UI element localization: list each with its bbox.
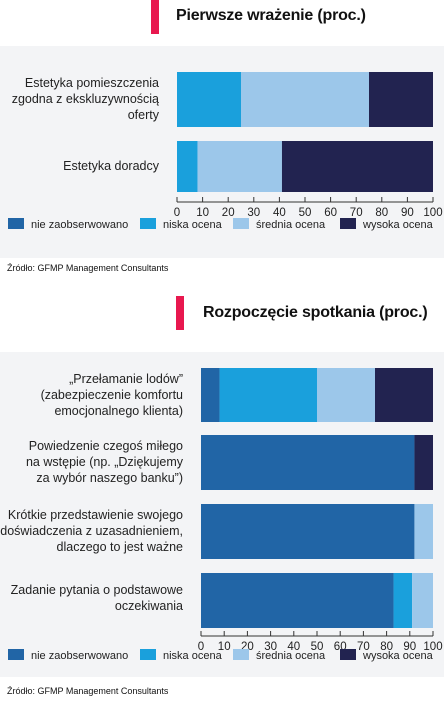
legend-swatch (340, 649, 356, 660)
category-label-line: zgodna z ekskluzywnością (11, 92, 159, 106)
source-note: Źródło: GFMP Management Consultants (7, 263, 169, 273)
x-tick-label: 20 (222, 207, 235, 219)
bar-segment (177, 141, 198, 192)
category-label-line: Estetyka pomieszczenia (24, 76, 159, 90)
legend-label: wysoka ocena (362, 219, 434, 231)
x-tick-label: 50 (311, 641, 324, 653)
legend-swatch (340, 218, 356, 229)
category-label-line: Powiedzenie czegoś miłego (28, 439, 183, 453)
accent-bar (176, 296, 184, 330)
x-tick-label: 0 (174, 207, 180, 219)
source-note: Źródło: GFMP Management Consultants (7, 686, 169, 696)
legend-label: niska ocena (163, 219, 223, 231)
category-label-line: oferty (127, 108, 159, 122)
chart-title: Rozpoczęcie spotkania (proc.) (203, 304, 428, 321)
bar-segment (281, 141, 433, 192)
category-label: Krótkie przedstawienie swojego doświadcze… (0, 507, 183, 555)
bar-segment (414, 504, 433, 559)
x-tick-label: 60 (324, 207, 337, 219)
bar-segment (241, 72, 369, 127)
legend-label: nie zaobserwowano (31, 650, 128, 662)
category-label: Estetyka doradcy (0, 158, 159, 174)
x-tick-label: 0 (198, 641, 204, 653)
x-tick-label: 90 (403, 641, 416, 653)
x-tick-label: 100 (423, 207, 442, 219)
category-label: Powiedzenie czegoś miłego na wstępie (np.… (0, 438, 183, 486)
legend-swatch (140, 649, 156, 660)
accent-bar (151, 0, 159, 34)
chart-panel-1: Pierwsze wrażenie (proc.) Estetyka pomie… (0, 0, 444, 282)
category-label-line: Zadanie pytania o podstawowe (10, 583, 183, 597)
category-label-line: doświadczenia z uzasadnieniem, (0, 524, 183, 538)
category-label-line: na wstępie (np. „Dziękujemy (25, 455, 183, 469)
chart-title: Pierwsze wrażenie (proc.) (176, 7, 366, 24)
x-tick-label: 10 (196, 207, 209, 219)
legend-label: średnia ocena (256, 650, 326, 662)
category-label: „Przełamanie lodów” (zabezpieczenie komfo… (0, 371, 183, 419)
bar-segment (201, 368, 220, 422)
category-label-line: dlaczego to jest ważne (56, 540, 183, 554)
x-tick-label: 70 (350, 207, 363, 219)
bar-segment (201, 504, 415, 559)
x-tick-label: 40 (273, 207, 286, 219)
bar-segment (201, 573, 394, 628)
stacked-bar-chart: 0 10 20 30 40 50 60 70 80 90 100 nie zaobserwowano n… (8, 72, 443, 231)
bar-segment (393, 573, 413, 628)
bar-segment (317, 368, 375, 422)
x-tick-label: 10 (218, 641, 231, 653)
x-tick-label: 30 (264, 641, 277, 653)
x-tick-label: 90 (401, 207, 414, 219)
category-label-line: Estetyka doradcy (63, 159, 159, 173)
category-label-line: oczekiwania (114, 599, 183, 613)
x-tick-label: 50 (299, 207, 312, 219)
legend-swatch (233, 649, 249, 660)
legend-swatch (140, 218, 156, 229)
bar-segment (201, 435, 415, 490)
legend-label: wysoka ocena (362, 650, 434, 662)
legend-label: średnia ocena (256, 219, 326, 231)
x-tick-label: 40 (287, 641, 300, 653)
legend-swatch (8, 649, 24, 660)
x-tick-label: 30 (247, 207, 260, 219)
bar-segment (412, 573, 433, 628)
legend-label: nie zaobserwowano (31, 219, 128, 231)
category-label: Zadanie pytania o podstawowe oczekiwania (0, 582, 183, 614)
bar-segment (219, 368, 317, 422)
x-tick-label: 80 (375, 207, 388, 219)
bar-segment (197, 141, 282, 192)
legend-label: niska ocena (163, 650, 223, 662)
category-label-line: (zabezpieczenie komfortu (40, 388, 183, 402)
x-tick-label: 70 (357, 641, 370, 653)
bar-segment (375, 368, 433, 422)
legend-swatch (8, 218, 24, 229)
category-label: Estetyka pomieszczenia zgodna z ekskluzyw… (0, 75, 159, 123)
x-tick-label: 100 (423, 641, 442, 653)
chart-panel-2: Rozpoczęcie spotkania (proc.) „Przełaman… (0, 282, 444, 705)
category-label-line: emocjonalnego klienta) (54, 404, 183, 418)
x-tick-label: 80 (380, 641, 393, 653)
bar-segment (414, 435, 433, 490)
bar-segment (369, 72, 433, 127)
bar-segment (177, 72, 241, 127)
legend-swatch (233, 218, 249, 229)
category-label-line: za wybór naszego banku”) (36, 471, 183, 485)
category-label-line: „Przełamanie lodów” (69, 372, 183, 386)
category-label-line: Krótkie przedstawienie swojego (7, 508, 183, 522)
